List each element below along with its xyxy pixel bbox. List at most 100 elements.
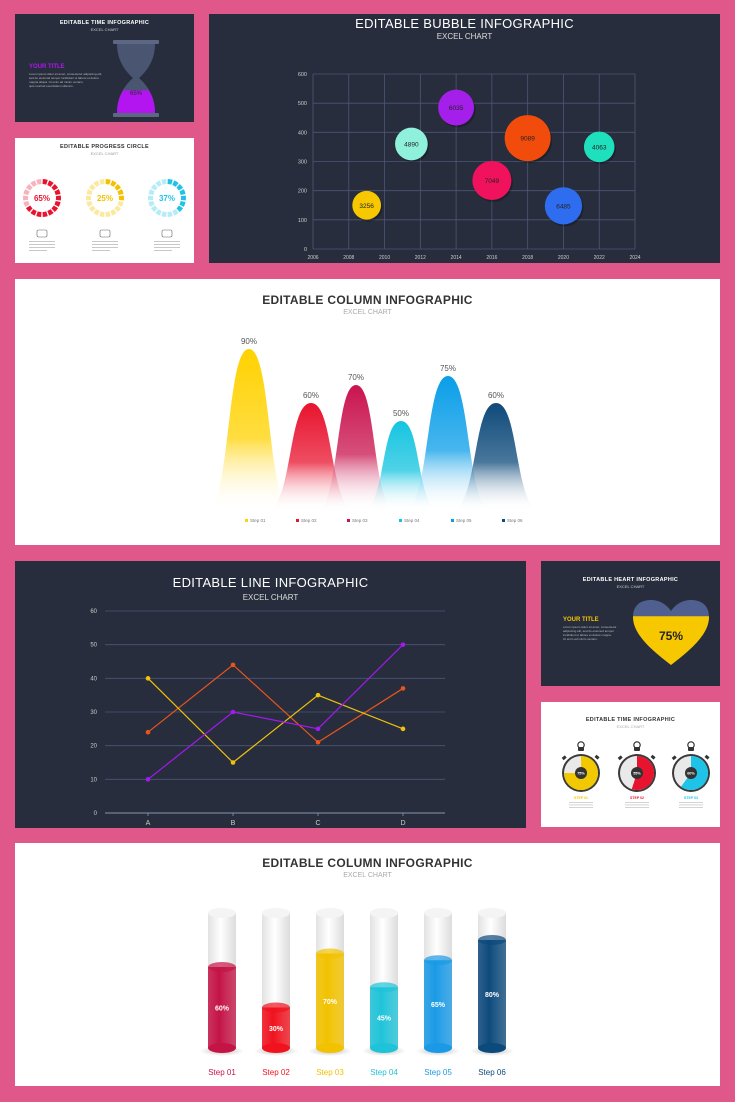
series-point [145,777,151,782]
legend-label: Step 03 [352,518,368,523]
cylinder-value-label: 80% [485,992,500,999]
stopwatch-button [671,755,677,761]
cylinder-category-label: Step 06 [478,1068,506,1077]
ring-segment [93,180,100,187]
x-tick-label: 2024 [629,255,640,261]
cylinder-fill [424,960,452,1048]
placeholder-text-line [679,804,703,806]
time-card-subtitle: EXCEL CHART [90,27,119,32]
legend-label: Step 04 [404,518,420,523]
wave-shape [408,376,488,511]
placeholder-text-line [569,804,593,806]
stopwatch-center [631,767,643,779]
ring-segment [47,180,54,187]
placeholder-text-line [625,802,649,803]
stopwatch-ring [577,741,585,749]
bubble: 3256 [352,190,383,222]
ring-segment [42,211,48,217]
stopwatch-card-subtitle: EXCEL CHART [616,724,645,729]
ring-segment [161,179,167,185]
series-line [147,644,404,780]
stopwatch-graphics: 75% STEP 01 55% STEP 02 60% STEP 03 [561,741,710,808]
ring-percent-label: 25% [97,194,113,203]
legend-swatch [451,519,454,522]
cylinder-value-label: 60% [215,1006,230,1013]
ring-segment [114,205,122,213]
legend-item: Step 05 [451,518,472,523]
cylinder-fill [316,953,344,1048]
ring-segment [148,200,155,207]
x-tick-label: 2018 [522,255,533,261]
cylinder-column: 60% Step 01 [200,908,244,1077]
series-point [145,729,151,735]
stopwatch-percent-label: 60% [687,772,695,776]
legend-item: Step 02 [296,518,317,523]
line-chart-subtitle: EXCEL CHART [242,593,299,602]
wave-shape [320,385,392,511]
bubble-grid [312,73,636,250]
cylinder-fill [370,987,398,1048]
ring-segment [110,209,117,216]
cylinder-bottom [424,1043,452,1053]
y-tick-label: 40 [90,676,97,682]
placeholder-text-line [29,244,55,245]
progress-ring: 37% [148,179,187,251]
body-line: incididunt ut labore et dolore magna. [563,633,612,637]
cylinder-top [208,908,236,918]
envelope-icon-shape [99,229,111,238]
x-tick-label: D [400,820,405,827]
placeholder-text-line [29,247,55,248]
cylinder-fill [262,1007,290,1048]
bubble: 4890 [395,127,430,163]
x-tick-label: 2008 [343,255,354,261]
ring-segment [86,189,93,196]
y-tick-label: 0 [304,247,307,253]
legend-label: Step 06 [507,518,523,523]
stopwatch-card-title: EDITABLE TIME INFOGRAPHIC [585,717,676,723]
bubble-circle [583,131,615,163]
stopwatch-infographic-card: EDITABLE TIME INFOGRAPHIC EXCEL CHART 75… [541,702,720,827]
heart-infographic-card: EDITABLE HEART INFOGRAPHIC EXCEL CHART Y… [541,561,720,686]
cylinder-top [316,908,344,918]
ring-segment [105,179,111,185]
bubble: 7049 [472,160,513,202]
wave-column: 90% [209,337,289,511]
placeholder-text-line [92,241,118,242]
placeholder-text-line [29,250,47,251]
ring-segment [179,200,186,207]
heart-card-title: EDITABLE HEART INFOGRAPHIC [582,577,679,583]
ring-segment [88,183,96,191]
progress-ring: 25% [86,179,124,251]
bubble-label: 6485 [556,203,571,210]
cylinder-bottom [316,1043,344,1053]
bubble-circle [504,115,551,162]
ring-segment [155,180,162,187]
progress-circle-card: EDITABLE PROGRESS CIRCLE EXCEL CHART 65%… [15,138,194,263]
line-chart-title: EDITABLE LINE INFOGRAPHIC [172,575,369,590]
line-series [145,662,406,745]
bubble: 9089 [504,115,553,164]
wave-shape [367,421,435,511]
ring-segment [25,183,33,191]
cylinder-chart-subtitle: EXCEL CHART [343,872,392,879]
ring-segment [54,200,61,207]
stopwatch: 55% STEP 02 [617,741,656,808]
line-series [145,676,406,765]
cylinder-top [424,908,452,918]
cylinder-fill-top [424,955,452,966]
x-tick-label: 2022 [594,255,605,261]
stopwatch-percent-label: 55% [633,772,641,776]
y-tick-label: 10 [90,777,97,783]
ring-segment [54,189,61,196]
wave-value-label: 60% [488,391,504,400]
legend-item: Step 04 [399,518,420,523]
cylinder-top [478,908,506,918]
body-line: adipiscing elit, sed do eiusmod tempor [563,629,615,633]
ring-segment [176,205,184,213]
body-line: quis nostrud exercitation ullamco. [29,84,74,88]
legend-swatch [245,519,248,522]
stopwatch-button [561,755,567,761]
ring-segment [167,211,173,217]
series-point [230,662,236,668]
stopwatch-step-label: STEP 01 [574,796,588,800]
